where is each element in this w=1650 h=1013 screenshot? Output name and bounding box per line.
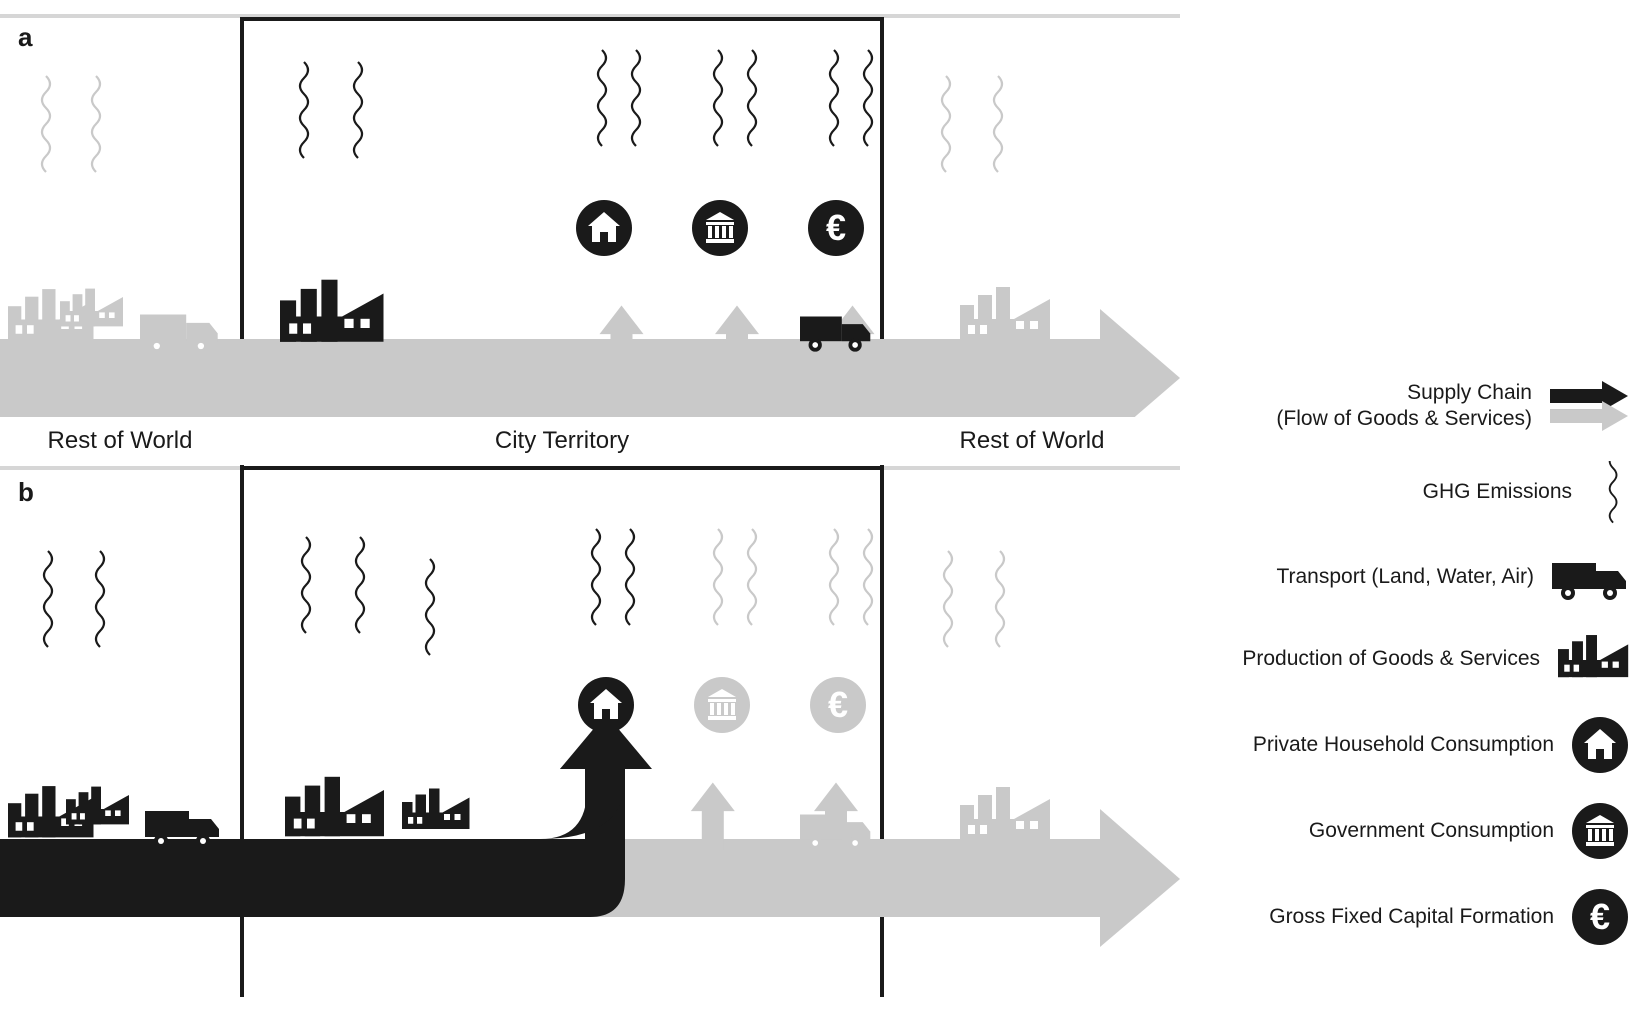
row-left-b bbox=[8, 551, 219, 848]
legend-production-text: Production of Goods & Services bbox=[1242, 646, 1540, 672]
region-left-label: Rest of World bbox=[0, 427, 240, 455]
legend-capital-text: Gross Fixed Capital Formation bbox=[1269, 904, 1554, 930]
region-center-label: City Territory bbox=[242, 427, 882, 455]
legend-supply-chain-l1: Supply Chain bbox=[1276, 380, 1532, 406]
legend-ghg: GHG Emissions bbox=[1210, 461, 1630, 525]
legend-ghg-text: GHG Emissions bbox=[1423, 479, 1572, 505]
legend-government: Government Consumption bbox=[1210, 803, 1630, 861]
legend-transport-text: Transport (Land, Water, Air) bbox=[1276, 564, 1534, 590]
panel-a: a bbox=[0, 14, 1180, 469]
panel-b: b bbox=[0, 469, 1180, 924]
region-right-label: Rest of World bbox=[884, 427, 1180, 455]
panel-b-svg bbox=[0, 469, 1180, 999]
legend-capital: Gross Fixed Capital Formation bbox=[1210, 889, 1630, 947]
legend-transport: Transport (Land, Water, Air) bbox=[1210, 553, 1630, 603]
row-left-a bbox=[8, 76, 218, 353]
city-a bbox=[280, 50, 872, 352]
city-b bbox=[285, 529, 872, 850]
diagram-container: a bbox=[0, 14, 1180, 999]
legend-supply-chain-l2: (Flow of Goods & Services) bbox=[1276, 406, 1532, 432]
gov-icon bbox=[1572, 803, 1630, 861]
legend-production: Production of Goods & Services bbox=[1210, 631, 1630, 689]
row-right-a bbox=[942, 76, 1127, 346]
legend-household: Private Household Consumption bbox=[1210, 717, 1630, 775]
house-icon bbox=[1572, 717, 1630, 775]
factory-icon bbox=[1558, 631, 1630, 689]
legend-household-text: Private Household Consumption bbox=[1253, 732, 1554, 758]
region-label-row: Rest of World City Territory Rest of Wor… bbox=[0, 417, 1180, 465]
truck-icon bbox=[1552, 553, 1630, 603]
row-right-b bbox=[944, 551, 1050, 841]
panel-a-svg bbox=[0, 14, 1180, 469]
legend: Supply Chain (Flow of Goods & Services) … bbox=[1210, 380, 1630, 975]
legend-government-text: Government Consumption bbox=[1309, 818, 1554, 844]
euro-icon bbox=[1572, 889, 1630, 947]
legend-supply-chain: Supply Chain (Flow of Goods & Services) bbox=[1210, 380, 1630, 433]
ghg-icon bbox=[1590, 461, 1630, 525]
supply-chain-icon bbox=[1550, 381, 1630, 431]
